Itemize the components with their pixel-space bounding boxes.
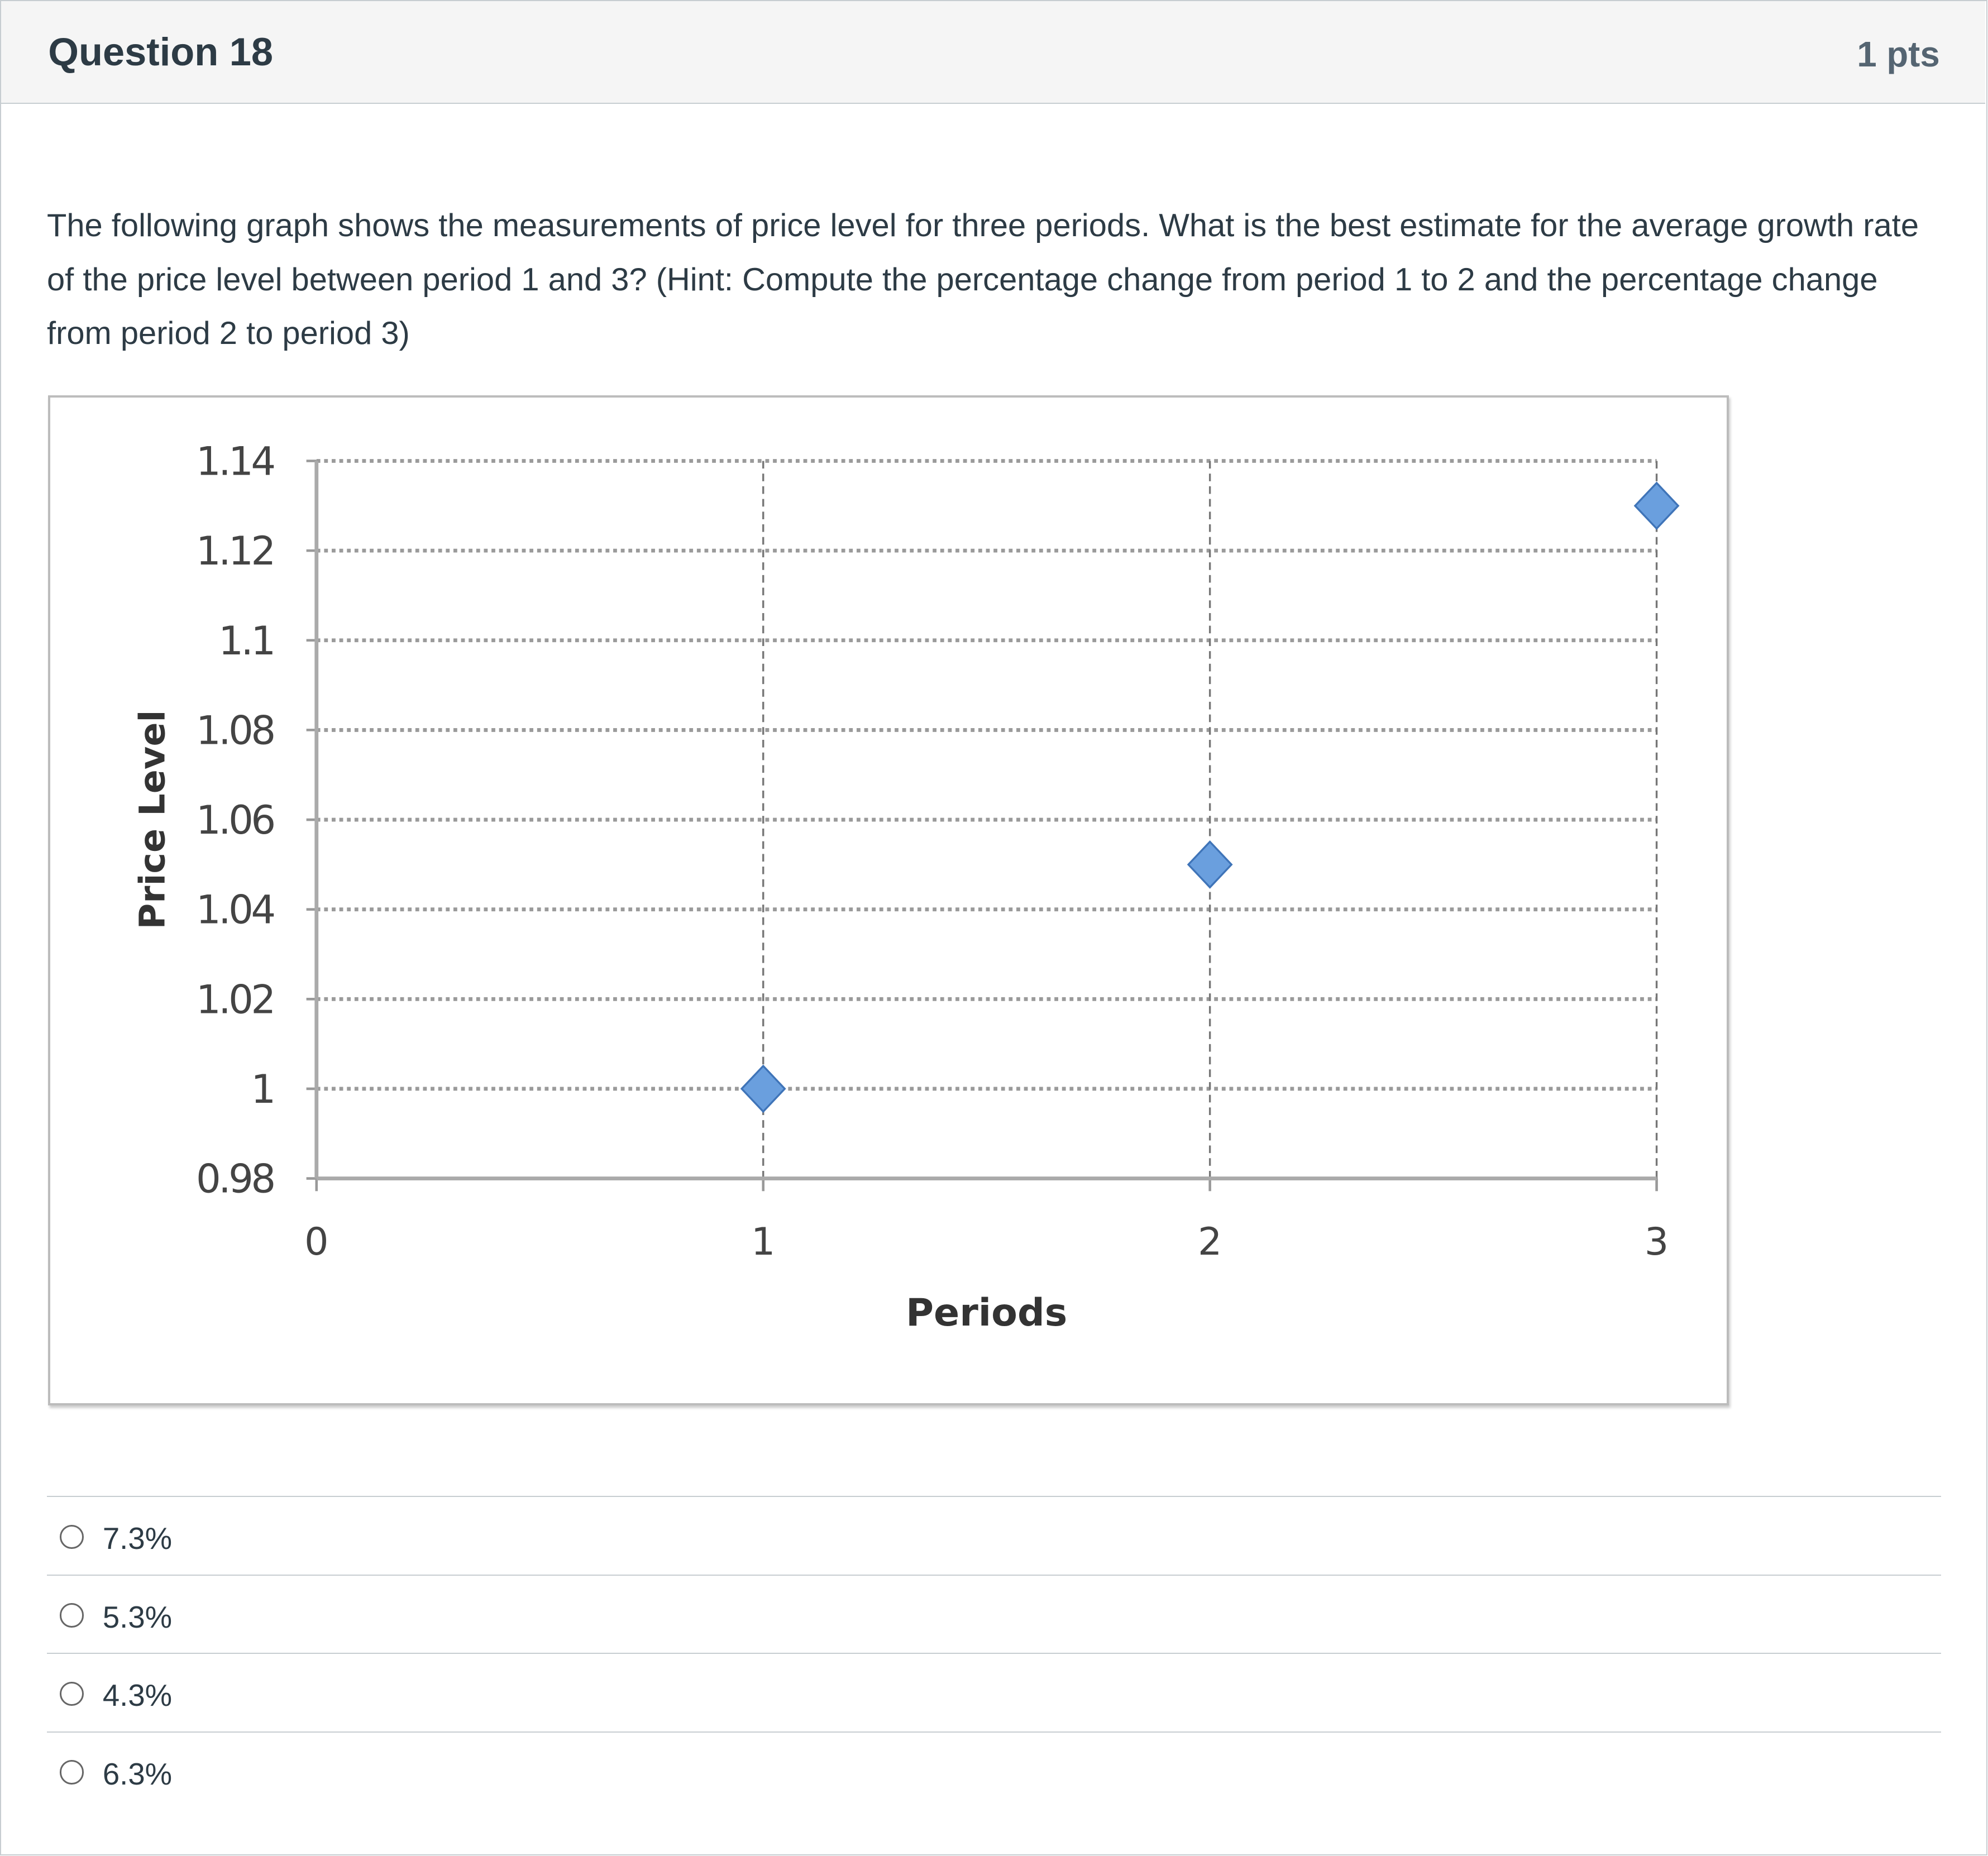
answer-option[interactable]: 4.3% <box>47 1653 1941 1731</box>
y-tick-label: 1.12 <box>196 528 274 574</box>
x-tick-label: 1 <box>751 1220 775 1264</box>
answer-label: 6.3% <box>102 1757 173 1791</box>
answer-list: 7.3% 5.3% 4.3% 6.3% <box>47 1496 1941 1810</box>
question-header: Question 18 1 pts <box>1 1 1986 104</box>
x-tick-label: 3 <box>1645 1220 1669 1264</box>
radio-button[interactable] <box>59 1603 84 1628</box>
radio-button[interactable] <box>59 1525 84 1549</box>
y-tick-label: 1.14 <box>196 439 274 485</box>
data-point <box>1187 840 1233 889</box>
radio-button[interactable] <box>59 1760 84 1785</box>
y-tick-label: 1.06 <box>196 797 274 843</box>
data-point <box>1633 481 1680 530</box>
x-tick-label: 2 <box>1198 1220 1222 1264</box>
question-title: Question 18 <box>48 30 274 74</box>
answer-label: 4.3% <box>102 1678 173 1713</box>
scatter-chart: 0.98 1 1.02 1.04 1.06 1.08 1.1 1.12 1.14 0 1 2 3 Peri… <box>132 439 1680 1335</box>
y-tick-label: 1.04 <box>196 887 274 933</box>
y-tick-label: 1.02 <box>196 977 274 1023</box>
radio-button[interactable] <box>59 1681 84 1706</box>
chart-image: 0.98 1 1.02 1.04 1.06 1.08 1.1 1.12 1.14 0 1 2 3 Peri… <box>48 395 1729 1405</box>
y-tick-label: 1 <box>251 1066 274 1112</box>
question-points: 1 pts <box>1857 35 1940 75</box>
x-tick-label: 0 <box>304 1220 328 1264</box>
x-axis-label: Periods <box>906 1291 1067 1335</box>
y-tick-label: 1.08 <box>196 708 274 754</box>
y-tick-label: 1.1 <box>219 618 274 664</box>
answer-option[interactable]: 6.3% <box>47 1731 1941 1810</box>
answer-label: 7.3% <box>102 1522 173 1556</box>
data-point <box>740 1064 786 1113</box>
answer-option[interactable]: 5.3% <box>47 1574 1941 1653</box>
y-tick-label: 0.98 <box>196 1156 274 1202</box>
answer-option[interactable]: 7.3% <box>47 1496 1941 1574</box>
answer-label: 5.3% <box>102 1600 173 1634</box>
question-text: The following graph shows the measuremen… <box>47 208 1919 352</box>
y-axis-label: Price Level <box>132 710 173 930</box>
